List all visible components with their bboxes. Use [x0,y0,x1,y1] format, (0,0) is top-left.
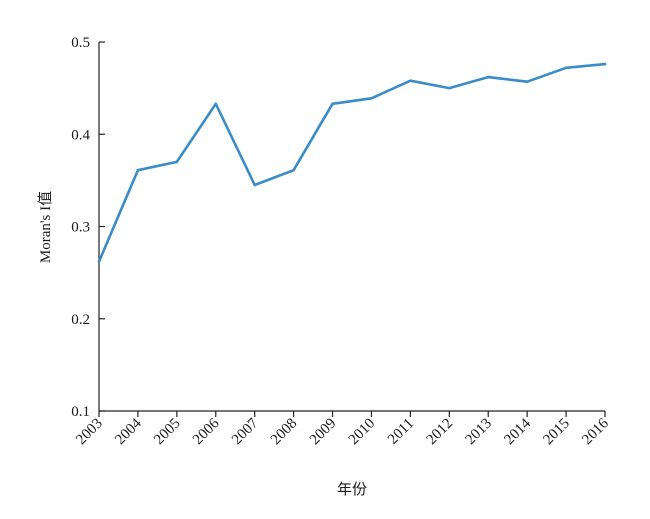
y-axis-title: Moran's I值 [37,191,54,263]
x-tick-label: 2013 [463,416,496,449]
data-point [370,96,373,100]
x-tick-label: 2008 [268,416,301,449]
x-tick-label: 2003 [73,416,106,449]
x-tick-label: 2005 [151,416,184,449]
y-axis-ticks: 0.1 0.2 0.3 0.4 0.5 [71,35,105,420]
x-tick-label: 2007 [229,415,262,448]
x-axis-ticks: 2003 2004 2005 2006 2007 2008 2009 2010 2011 2012… [73,411,612,448]
data-point [409,79,412,83]
data-point [97,260,101,263]
x-tick-label: 2006 [190,415,223,448]
x-tick-label: 2014 [501,415,534,448]
chart-series [97,62,607,263]
data-point [486,75,490,79]
x-axis-title: 年份 [337,481,367,498]
y-tick-label: 0.2 [71,312,90,328]
data-point [253,183,256,187]
x-tick-label: 2016 [579,415,612,448]
y-tick-label: 0.5 [71,35,90,51]
y-tick-label: 0.4 [71,127,90,143]
data-point [564,66,568,70]
x-tick-label: 2004 [112,415,145,448]
x-tick-label: 2015 [540,416,573,449]
x-tick-label: 2009 [307,416,340,449]
x-tick-label: 2011 [385,416,417,448]
y-tick-label: 0.1 [71,404,90,420]
data-point [136,168,140,172]
data-point [525,80,529,83]
data-point [175,160,179,164]
y-tick-label: 0.3 [71,220,90,236]
data-point [214,102,218,106]
data-point [448,86,451,90]
data-point [603,62,607,66]
series-line [97,62,607,263]
x-tick-label: 2010 [346,416,379,449]
x-tick-label: 2012 [424,416,457,449]
data-point [331,102,334,106]
chart-axes [98,42,605,412]
data-point [292,168,295,172]
